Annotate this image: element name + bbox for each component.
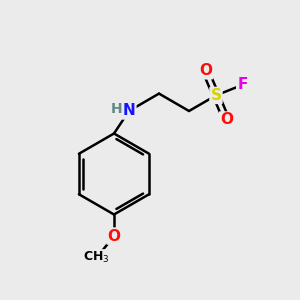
Text: O: O [107, 229, 121, 244]
Text: H: H [111, 102, 122, 116]
Text: CH$_3$: CH$_3$ [83, 250, 110, 265]
Text: S: S [211, 88, 221, 103]
Text: O: O [220, 112, 233, 128]
Text: F: F [237, 77, 248, 92]
Text: N: N [123, 103, 135, 118]
Text: O: O [199, 63, 212, 78]
